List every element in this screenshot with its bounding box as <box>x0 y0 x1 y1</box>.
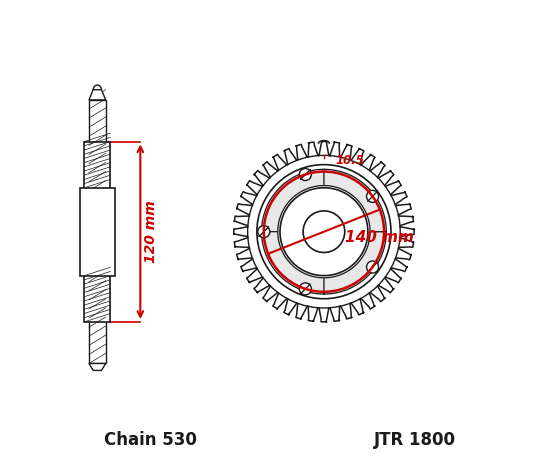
Circle shape <box>300 168 311 181</box>
Polygon shape <box>80 188 115 276</box>
Polygon shape <box>262 169 324 232</box>
Text: JTR 1800: JTR 1800 <box>374 431 456 449</box>
Circle shape <box>257 165 391 299</box>
Circle shape <box>367 261 379 273</box>
Circle shape <box>258 226 270 238</box>
Circle shape <box>303 211 345 253</box>
Circle shape <box>280 188 368 276</box>
Circle shape <box>300 283 311 295</box>
Circle shape <box>367 190 379 202</box>
Polygon shape <box>89 364 106 370</box>
Text: 10.5: 10.5 <box>336 154 365 167</box>
Text: 140 mm: 140 mm <box>345 230 414 245</box>
Text: Chain 530: Chain 530 <box>104 431 197 449</box>
Polygon shape <box>89 90 106 100</box>
Polygon shape <box>85 141 110 322</box>
Polygon shape <box>324 169 386 232</box>
Polygon shape <box>324 232 386 294</box>
Polygon shape <box>262 232 324 294</box>
Polygon shape <box>89 100 106 364</box>
Text: 120 mm: 120 mm <box>143 200 157 263</box>
Polygon shape <box>234 141 414 322</box>
